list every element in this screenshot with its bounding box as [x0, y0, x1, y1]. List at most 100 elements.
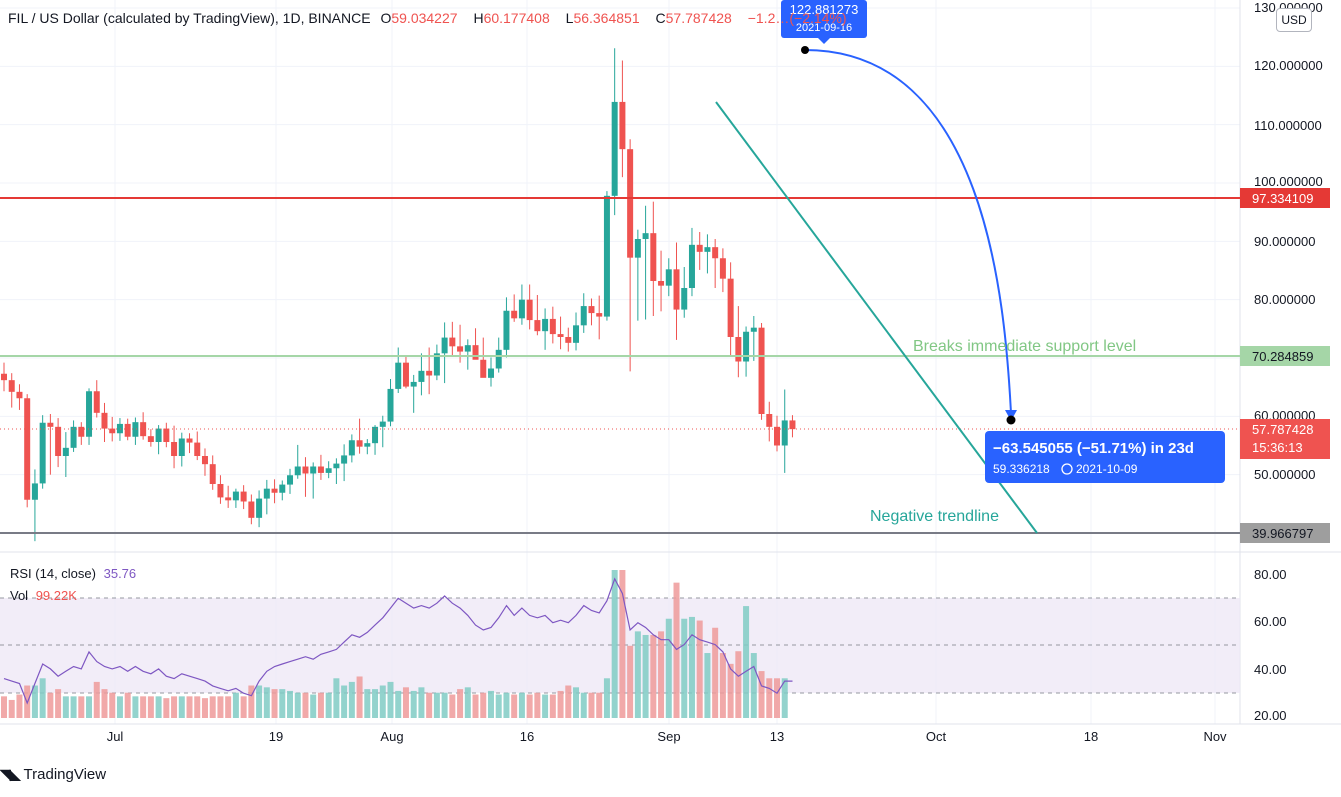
candle[interactable] — [750, 316, 757, 361]
candle[interactable] — [24, 394, 31, 508]
candle[interactable] — [611, 48, 618, 216]
currency-button[interactable]: USD — [1276, 8, 1312, 32]
candle[interactable] — [70, 420, 77, 452]
candle[interactable] — [379, 415, 386, 448]
candle[interactable] — [186, 433, 193, 454]
candle[interactable] — [766, 401, 773, 442]
candle[interactable] — [93, 380, 100, 418]
candle[interactable] — [727, 262, 734, 357]
tradingview-branding[interactable]: ◥◣ TradingView — [0, 766, 106, 783]
projection-arrow[interactable] — [804, 49, 1012, 414]
candle[interactable] — [1, 362, 7, 392]
candle[interactable] — [719, 248, 726, 293]
candle[interactable] — [743, 326, 750, 377]
candle[interactable] — [201, 448, 208, 476]
candle[interactable] — [232, 488, 239, 508]
candle[interactable] — [325, 461, 332, 479]
candle[interactable] — [642, 205, 649, 320]
time-axis[interactable]: Jul 19 Aug 16 Sep 13 Oct 18 Nov — [107, 729, 1227, 744]
negative-trendline[interactable] — [715, 101, 1038, 534]
candle[interactable] — [39, 415, 46, 489]
candle[interactable] — [789, 415, 796, 438]
candle[interactable] — [86, 388, 93, 445]
candle[interactable] — [302, 457, 309, 497]
candle[interactable] — [78, 422, 85, 445]
candle[interactable] — [140, 412, 147, 440]
candle[interactable] — [248, 494, 255, 525]
candle[interactable] — [256, 490, 263, 528]
candle[interactable] — [650, 201, 657, 316]
candle[interactable] — [62, 432, 69, 477]
candle[interactable] — [372, 425, 379, 455]
candle[interactable] — [263, 479, 270, 515]
candle[interactable] — [317, 454, 324, 480]
candle[interactable] — [480, 337, 487, 378]
candle[interactable] — [580, 293, 587, 333]
candle[interactable] — [627, 139, 634, 372]
candle[interactable] — [704, 234, 711, 274]
candle[interactable] — [310, 462, 317, 499]
candle[interactable] — [781, 389, 788, 473]
candle[interactable] — [681, 267, 688, 318]
candle[interactable] — [225, 485, 232, 508]
candle[interactable] — [16, 384, 23, 410]
candle[interactable] — [287, 468, 294, 494]
rsi-axis[interactable]: 80.00 60.00 40.00 20.00 — [1254, 567, 1287, 723]
candle[interactable] — [464, 339, 471, 370]
candle[interactable] — [178, 432, 185, 467]
candle[interactable] — [518, 284, 525, 325]
candle[interactable] — [387, 379, 394, 427]
candle[interactable] — [364, 439, 371, 455]
candle[interactable] — [487, 357, 494, 387]
candle[interactable] — [688, 227, 695, 297]
candle[interactable] — [124, 418, 131, 441]
candle[interactable] — [171, 425, 178, 469]
candle[interactable] — [163, 422, 170, 448]
candle[interactable] — [333, 458, 340, 484]
candle[interactable] — [634, 229, 641, 321]
candle[interactable] — [294, 444, 301, 479]
rsi-legend[interactable]: RSI (14, close) 35.76 — [10, 566, 136, 581]
price-axis[interactable]: 130.000000 120.000000 110.000000 100.000… — [1254, 0, 1323, 482]
candle[interactable] — [534, 295, 541, 336]
candle[interactable] — [55, 418, 62, 468]
candle[interactable] — [665, 258, 672, 297]
volume-legend[interactable]: Vol 99.22K — [10, 588, 77, 603]
candle[interactable] — [402, 355, 409, 389]
candle[interactable] — [588, 298, 595, 326]
candle[interactable] — [542, 308, 549, 350]
candle[interactable] — [441, 322, 448, 384]
candle[interactable] — [8, 373, 15, 408]
candle[interactable] — [673, 242, 680, 340]
candle[interactable] — [619, 60, 626, 178]
candle[interactable] — [132, 417, 139, 445]
candle[interactable] — [696, 232, 703, 270]
candle[interactable] — [565, 327, 572, 352]
candle[interactable] — [603, 191, 610, 321]
candle[interactable] — [410, 374, 417, 413]
candle[interactable] — [155, 425, 162, 455]
symbol-legend[interactable]: FIL / US Dollar (calculated by TradingVi… — [8, 10, 853, 26]
candle[interactable] — [348, 434, 355, 463]
candle[interactable] — [240, 485, 247, 510]
candle[interactable] — [526, 284, 533, 330]
candle[interactable] — [758, 323, 765, 420]
candle[interactable] — [511, 294, 518, 322]
candle[interactable] — [209, 455, 216, 490]
candle[interactable] — [418, 353, 425, 396]
candle[interactable] — [341, 444, 348, 482]
candle[interactable] — [194, 431, 201, 461]
candle[interactable] — [596, 295, 603, 340]
candle[interactable] — [503, 297, 510, 358]
candle[interactable] — [101, 402, 108, 442]
candle[interactable] — [116, 418, 123, 441]
candle[interactable] — [449, 321, 456, 356]
candle[interactable] — [712, 239, 719, 288]
arrow-start-point[interactable] — [801, 46, 809, 54]
candle[interactable] — [472, 328, 479, 360]
arrow-end-point[interactable] — [1006, 415, 1016, 425]
candle[interactable] — [47, 414, 54, 475]
candle[interactable] — [217, 475, 224, 504]
candle[interactable] — [433, 344, 440, 381]
